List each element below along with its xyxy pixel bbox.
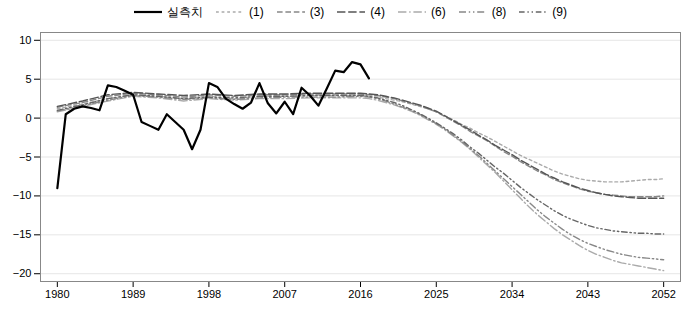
html-text:(1): (1): [249, 5, 264, 19]
svg-text:−10: −10: [13, 189, 32, 201]
html-text:(6): (6): [431, 5, 446, 19]
svg-text:−15: −15: [13, 228, 32, 240]
html-text:(8): (8): [491, 5, 507, 19]
svg-text:10: 10: [19, 34, 31, 46]
html-text:실측치: 실측치: [167, 4, 203, 19]
svg-text:2052: 2052: [651, 288, 675, 300]
svg-text:5: 5: [25, 73, 31, 85]
svg-text:2007: 2007: [272, 288, 296, 300]
svg-text:1980: 1980: [45, 288, 69, 300]
svg-text:−20: −20: [13, 267, 32, 279]
svg-text:0: 0: [25, 112, 31, 124]
svg-text:2034: 2034: [500, 288, 524, 300]
svg-text:2043: 2043: [576, 288, 600, 300]
svg-text:2016: 2016: [348, 288, 372, 300]
html-text:(3): (3): [309, 5, 325, 19]
svg-text:2025: 2025: [424, 288, 448, 300]
svg-text:−5: −5: [19, 151, 32, 163]
svg-text:1998: 1998: [197, 288, 221, 300]
html-text:(9): (9): [552, 5, 567, 19]
svg-text:1989: 1989: [121, 288, 145, 300]
html-text:(4): (4): [370, 5, 385, 19]
